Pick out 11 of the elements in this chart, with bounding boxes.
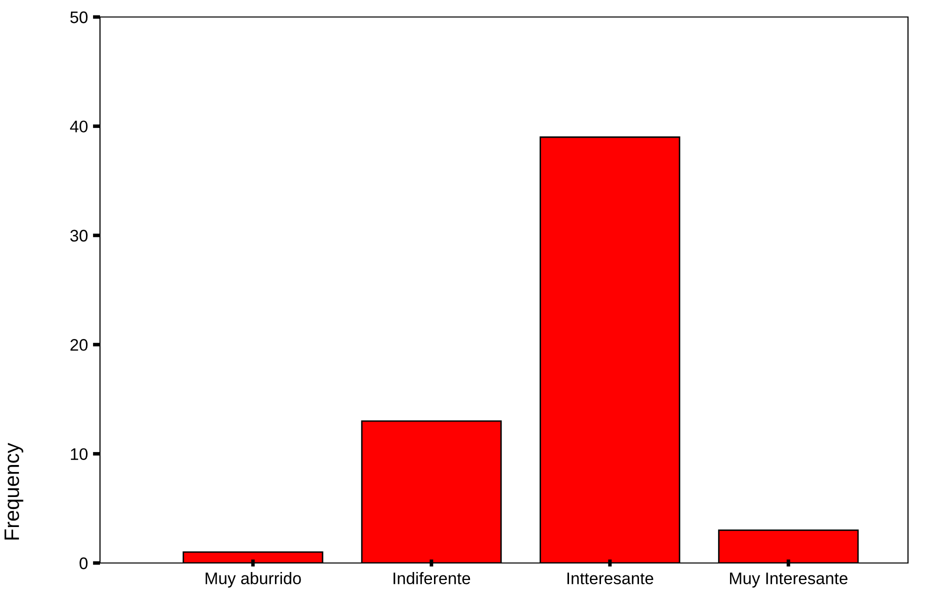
y-tick-label: 0 — [80, 557, 88, 570]
y-axis-title: Frequency — [4, 442, 24, 540]
y-tick-label: 50 — [70, 11, 88, 24]
y-tick-label: 30 — [70, 230, 88, 242]
y-tick-label: 10 — [70, 448, 88, 460]
x-tick-label: Muy Interesante — [730, 572, 848, 588]
x-tick-label: Intteresante — [567, 572, 654, 584]
x-tick-label: Indiferente — [394, 572, 470, 584]
y-tick-label: 20 — [70, 339, 88, 351]
y-tick-label: 40 — [70, 120, 88, 132]
x-tick-label: Muy aburrido — [206, 572, 301, 588]
